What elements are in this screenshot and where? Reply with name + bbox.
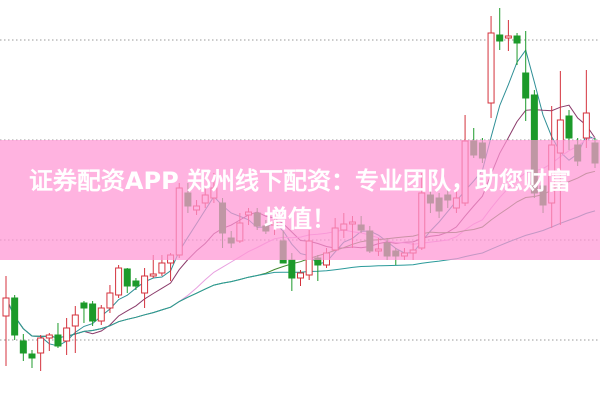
candle-body <box>115 267 123 296</box>
candle-body <box>37 337 45 354</box>
candle-body <box>63 327 71 342</box>
candle <box>487 16 495 118</box>
candle <box>63 318 71 355</box>
candle <box>97 305 105 325</box>
candle-body <box>97 307 105 322</box>
candle <box>496 8 504 50</box>
candle <box>504 20 512 51</box>
candle-body <box>2 297 10 317</box>
candle <box>89 301 97 326</box>
candle-body <box>141 275 149 294</box>
candle <box>513 33 521 65</box>
candle <box>37 335 45 371</box>
candle <box>19 334 27 361</box>
candle <box>71 306 79 353</box>
candle <box>28 350 36 368</box>
candle-body <box>149 273 157 277</box>
candle <box>123 268 131 293</box>
candle-body <box>582 112 590 139</box>
candle <box>54 323 62 348</box>
candle-body <box>297 272 304 279</box>
candle <box>141 268 149 308</box>
candle-body <box>504 35 512 39</box>
ad-banner: 证券配资APP 郑州线下配资：专业团队，助您财富 增值！ <box>0 140 600 260</box>
candle-body <box>496 34 504 42</box>
candle-body <box>89 303 97 322</box>
candle <box>582 70 590 148</box>
candle-body <box>288 259 296 279</box>
banner-text-line1: 证券配资APP 郑州线下配资：专业团队，助您财富 <box>28 167 572 195</box>
candle-body <box>54 334 62 347</box>
candle-body <box>28 353 36 359</box>
candle-body <box>513 35 521 44</box>
candle-body <box>19 340 27 354</box>
candle <box>45 333 53 351</box>
candle-body <box>565 115 573 139</box>
candle <box>106 285 114 313</box>
candle <box>522 31 530 121</box>
candle <box>115 265 123 298</box>
candle-body <box>522 72 530 99</box>
candle-body <box>71 314 79 327</box>
candle-body <box>158 262 166 274</box>
candle <box>132 278 140 290</box>
candle <box>11 295 19 340</box>
candle-body <box>123 268 131 287</box>
candle <box>80 301 88 323</box>
candle <box>2 276 10 366</box>
candle-body <box>11 297 19 336</box>
candle-body <box>45 334 53 339</box>
candle-body <box>80 302 88 309</box>
candle-body <box>132 280 140 287</box>
banner-text-line2: 增值！ <box>264 205 336 233</box>
candle <box>297 270 304 286</box>
candle-body <box>106 292 114 309</box>
candle-body <box>487 32 495 104</box>
